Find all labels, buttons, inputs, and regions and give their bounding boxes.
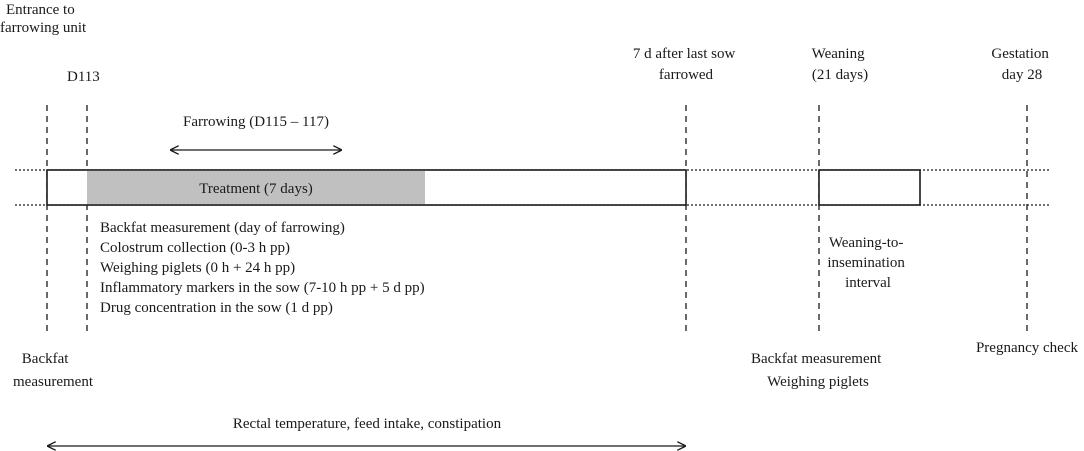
backfat-label-line-2: measurement — [13, 374, 94, 390]
entrance-label-line-2: farrowing unit — [0, 20, 87, 36]
weaning-label: Weaning (21 days) — [812, 46, 869, 83]
weaning-measurements-line-2: Weighing piglets — [767, 374, 869, 390]
weaning-label-line-2: (21 days) — [812, 67, 868, 83]
backfat-label: Backfat measurement — [13, 351, 94, 390]
gestation-label: Gestation day 28 — [991, 46, 1052, 83]
seven-days-label-line-1: 7 d after last sow — [633, 46, 736, 62]
treatment-box — [87, 171, 425, 204]
weaning-interval-label: Weaning-to- insemination interval — [827, 235, 908, 291]
measurements-item: Weighing piglets (0 h + 24 h pp) — [100, 260, 295, 276]
weaning-interval-line-1: Weaning-to- — [829, 235, 904, 251]
rectal-label: Rectal temperature, feed intake, constip… — [233, 416, 502, 432]
gestation-label-line-1: Gestation — [991, 46, 1049, 62]
measurements-item: Colostrum collection (0-3 h pp) — [100, 240, 290, 256]
pregnancy-check-label: Pregnancy check — [976, 340, 1079, 356]
weaning-label-line-1: Weaning — [812, 46, 865, 62]
farrowing-label: Farrowing (D115 – 117) — [183, 114, 329, 130]
measurements-list: Backfat measurement (day of farrowing) C… — [100, 220, 428, 316]
weaning-interval-line-3: interval — [845, 275, 891, 291]
seven-days-label-line-2: farrowed — [659, 67, 714, 83]
treatment-label: Treatment (7 days) — [199, 181, 313, 197]
entrance-label: Entrance to farrowing unit — [0, 2, 87, 36]
weaning-measurements-line-1: Backfat measurement — [751, 351, 882, 367]
weaning-measurements-label: Backfat measurement Weighing piglets — [751, 351, 885, 390]
entrance-label-line-1: Entrance to — [6, 2, 75, 18]
weaning-interval-line-2: insemination — [827, 255, 905, 271]
measurements-item: Inflammatory markers in the sow (7-10 h … — [100, 280, 425, 296]
gestation-label-line-2: day 28 — [1002, 67, 1042, 83]
seven-days-label: 7 d after last sow farrowed — [633, 46, 739, 83]
measurements-item: Backfat measurement (day of farrowing) — [100, 220, 345, 236]
measurements-item: Drug concentration in the sow (1 d pp) — [100, 300, 333, 316]
backfat-label-line-1: Backfat — [22, 351, 69, 367]
d113-label: D113 — [67, 69, 100, 85]
weaning-interval-box — [818, 169, 921, 206]
